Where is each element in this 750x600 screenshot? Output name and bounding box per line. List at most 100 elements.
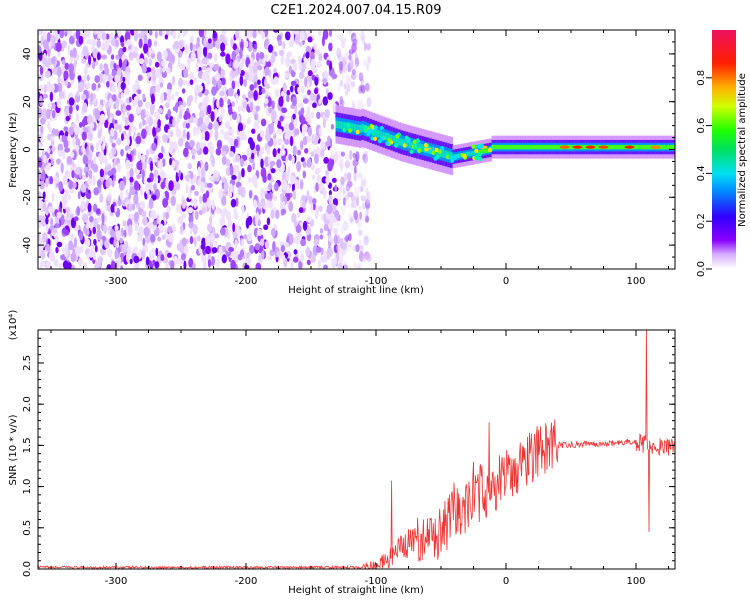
spectrogram-noise-cell: [282, 82, 287, 94]
spectrogram-noise-cell: [362, 153, 366, 161]
spectrogram-noise-cell: [239, 249, 245, 258]
spectrogram-noise-cell: [359, 30, 365, 41]
y-tick-label: -40: [22, 237, 33, 253]
spectrogram-noise-cell: [328, 236, 333, 243]
spectrogram-noise-cell: [156, 214, 160, 225]
spectrogram-noise-cell: [344, 172, 348, 183]
spectrogram-noise-cell: [339, 99, 345, 107]
y-tick-label: 0.0: [22, 561, 33, 577]
spectrogram-noise-cell: [302, 220, 308, 231]
spectrogram-noise-cell: [273, 67, 277, 74]
spectrogram-noise-cell: [356, 100, 362, 110]
spectrogram-noise-cell: [61, 40, 68, 49]
spectrogram-noise-cell: [291, 96, 297, 107]
x-tick-label: 100: [626, 276, 645, 287]
spectrogram-noise-cell: [38, 232, 41, 242]
spectrogram-noise-cell: [194, 190, 199, 196]
spectrogram-noise-cell: [110, 127, 115, 137]
spectrogram-noise-cell: [346, 185, 350, 192]
spectrogram-noise-cell: [366, 194, 371, 205]
spectrogram-noise-cell: [342, 242, 347, 251]
spectrogram-noise-cell: [161, 171, 166, 178]
spectrogram-noise-cell: [118, 58, 123, 68]
spectrogram-hot-cell: [373, 125, 378, 130]
spectrogram-ridge-cell: [410, 141, 415, 150]
spectrogram-noise-cell: [45, 222, 49, 233]
spectrogram-noise-cell: [63, 70, 69, 80]
spectrogram-noise-cell: [347, 233, 352, 242]
spectrogram-noise-cell: [86, 81, 91, 90]
spectrogram-noise-cell: [264, 53, 269, 61]
spectrogram-noise-cell: [120, 82, 126, 91]
spectrogram-noise-cell: [154, 61, 160, 68]
spectrogram-noise-cell: [165, 102, 170, 109]
spectrogram-noise-cell: [62, 194, 68, 206]
spectrogram-noise-cell: [349, 216, 353, 224]
spectrogram-noise-cell: [125, 104, 132, 111]
spectrogram-noise-cell: [113, 123, 120, 131]
spectrogram-noise-cell: [260, 158, 264, 169]
spectrogram-noise-cell: [138, 32, 142, 39]
x-tick-label: -200: [235, 276, 258, 287]
spectrogram-ridge-cell: [374, 128, 378, 137]
spectrogram-hot-cell: [355, 129, 360, 135]
spectrogram-noise-cell: [268, 123, 274, 135]
spectrogram-noise-cell: [181, 213, 187, 219]
spectrogram-noise-cell: [198, 30, 205, 38]
spectrogram-noise-cell: [75, 104, 79, 111]
spectrogram-noise-cell: [181, 88, 186, 94]
x-tick-label: -100: [365, 276, 388, 287]
spectrogram-noise-cell: [366, 253, 372, 263]
spectrogram-noise-cell: [68, 240, 74, 251]
spectrogram-noise-cell: [255, 105, 261, 112]
spectrogram-noise-cell: [139, 200, 146, 210]
spectrogram-noise-cell: [114, 74, 121, 83]
spectrogram-noise-cell: [38, 200, 44, 209]
spectrogram-noise-cell: [93, 155, 97, 165]
spectrogram-noise-cell: [245, 257, 252, 265]
spectrogram-noise-cell: [247, 215, 253, 226]
spectrogram-noise-cell: [137, 99, 143, 108]
spectrogram-noise-cell: [237, 105, 241, 113]
spectrogram-noise-cell: [157, 107, 163, 114]
spectrogram-noise-cell: [75, 138, 81, 147]
spectrogram-noise-cell: [76, 205, 81, 216]
spectrogram-noise-cell: [327, 161, 333, 172]
spectrogram-noise-cell: [83, 65, 88, 76]
spectrogram-noise-cell: [99, 63, 104, 72]
spectrogram-noise-cell: [147, 38, 152, 48]
spectrogram-noise-cell: [42, 201, 47, 212]
spectrogram-noise-cell: [344, 49, 349, 61]
spectrogram-noise-cell: [260, 31, 266, 40]
spectrogram-noise-cell: [207, 104, 212, 115]
spectrogram-hot-cell: [428, 148, 433, 154]
spectrogram-noise-cell: [304, 148, 309, 154]
spectrogram-noise-cell: [104, 119, 109, 129]
spectrogram-noise-cell: [339, 249, 345, 260]
spectrogram-noise-cell: [305, 51, 310, 59]
spectrogram-noise-cell: [128, 51, 134, 61]
spectrogram-noise-cell: [38, 84, 44, 93]
spectrogram-noise-cell: [120, 92, 124, 98]
spectrogram-noise-cell: [89, 122, 95, 129]
spectrogram-ridge-core: [540, 144, 545, 150]
spectrogram-noise-cell: [133, 180, 140, 191]
spectrogram-noise-cell: [70, 151, 75, 159]
spectrogram-noise-cell: [196, 36, 200, 45]
spectrogram-noise-cell: [183, 68, 189, 78]
spectrogram-noise-cell: [68, 126, 74, 136]
spectrogram-noise-cell: [365, 253, 372, 261]
spectrogram-noise-cell: [192, 43, 196, 53]
spectrogram-noise-cell: [141, 169, 145, 180]
spectrogram-noise-cell: [181, 101, 187, 107]
spectrogram-noise-cell: [223, 131, 230, 141]
spectrogram-noise-cell: [201, 237, 206, 247]
spectrogram-noise-cell: [294, 179, 299, 186]
spectrogram-noise-cell: [178, 40, 184, 50]
spectrogram-noise-cell: [228, 151, 235, 158]
spectrogram-noise-cell: [300, 85, 305, 94]
spectrogram-noise-cell: [339, 60, 343, 71]
spectrogram-noise-cell: [86, 38, 92, 45]
spectrogram-noise-cell: [161, 134, 168, 140]
spectrogram-ridge-cell: [343, 122, 347, 130]
